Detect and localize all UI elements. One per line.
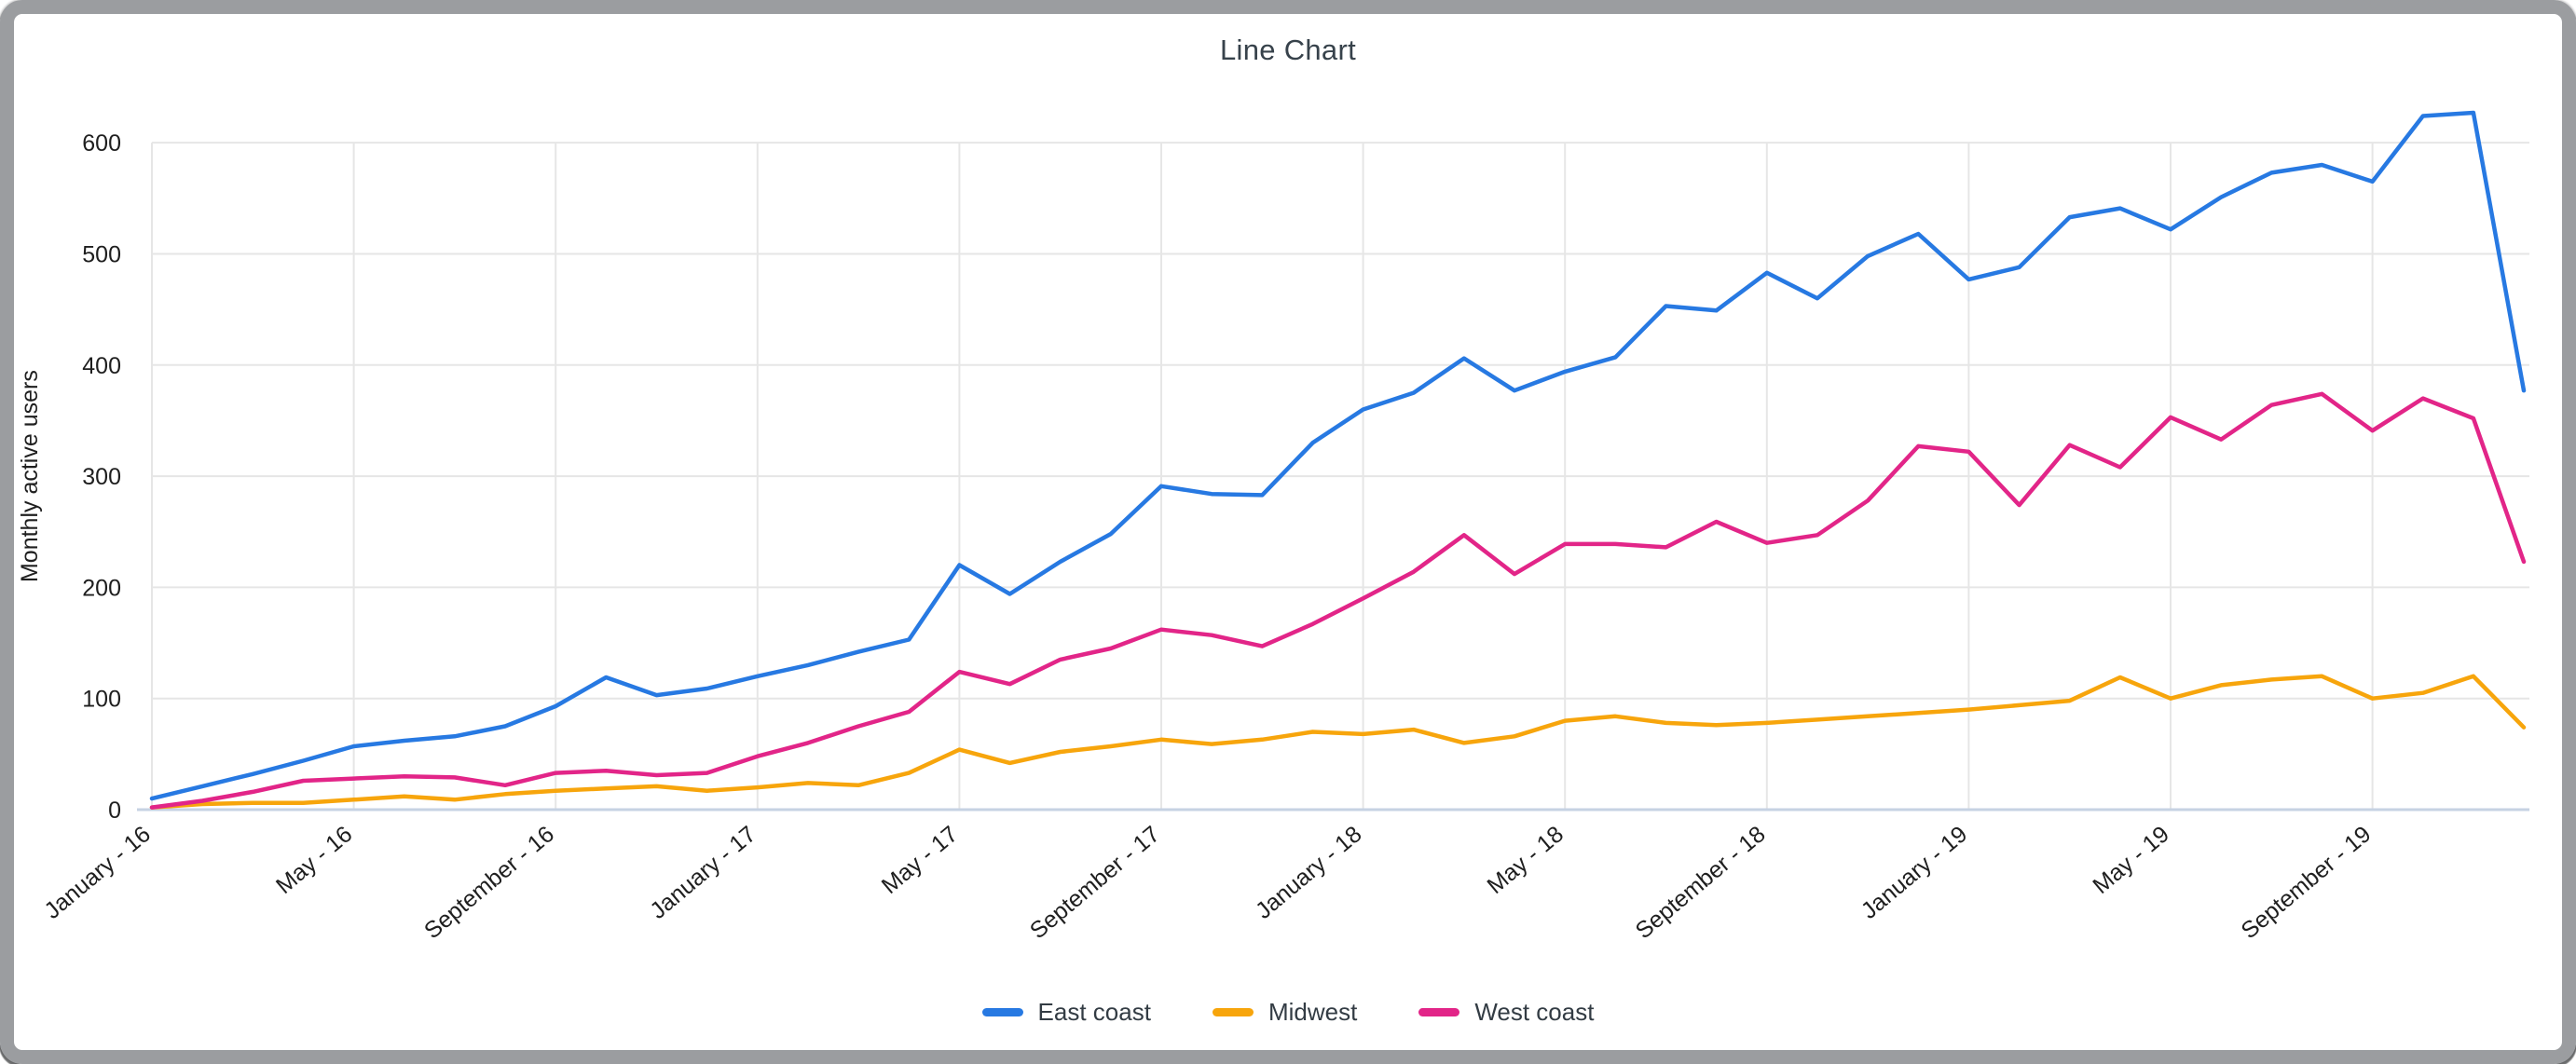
- x-tick-label: January - 19: [1857, 821, 1972, 924]
- legend-label: West coast: [1474, 998, 1595, 1026]
- x-tick-label: September - 16: [419, 821, 559, 944]
- x-tick-label: May - 17: [877, 821, 964, 899]
- y-tick-label: 400: [82, 353, 121, 379]
- chart-title: Line Chart: [1219, 34, 1357, 66]
- chart-legend: East coast Midwest West coast: [0, 998, 2576, 1027]
- x-tick-label: January - 16: [39, 821, 155, 924]
- west-coast-swatch-icon: [1418, 1008, 1460, 1016]
- legend-item-west-coast[interactable]: West coast: [1418, 998, 1594, 1027]
- y-tick-label: 0: [108, 798, 121, 824]
- legend-item-east-coast[interactable]: East coast: [981, 998, 1151, 1027]
- y-axis-title: Monthly active users: [17, 370, 43, 582]
- y-tick-label: 500: [82, 241, 121, 267]
- x-tick-label: May - 18: [1483, 821, 1569, 899]
- x-tick-label: September - 19: [2236, 821, 2376, 944]
- series-line-east-coast[interactable]: [149, 110, 2527, 801]
- y-tick-label: 200: [82, 575, 121, 601]
- y-tick-label: 600: [82, 130, 121, 157]
- legend-label: Midwest: [1267, 998, 1358, 1026]
- x-tick-label: May - 16: [271, 821, 358, 899]
- x-tick-label: September - 17: [1025, 821, 1165, 944]
- legend-item-midwest[interactable]: Midwest: [1212, 998, 1358, 1027]
- east-coast-swatch-icon: [981, 1008, 1023, 1016]
- x-tick-label: January - 18: [1251, 821, 1366, 924]
- x-tick-label: May - 19: [2088, 821, 2174, 899]
- x-tick-label: January - 17: [645, 821, 760, 924]
- midwest-swatch-icon: [1212, 1008, 1254, 1016]
- legend-label: East coast: [1037, 998, 1151, 1026]
- series-line-west-coast[interactable]: [149, 391, 2527, 810]
- y-tick-label: 100: [82, 687, 121, 713]
- y-tick-label: 300: [82, 464, 121, 490]
- series-line-midwest[interactable]: [149, 674, 2527, 810]
- x-tick-label: September - 18: [1631, 821, 1771, 944]
